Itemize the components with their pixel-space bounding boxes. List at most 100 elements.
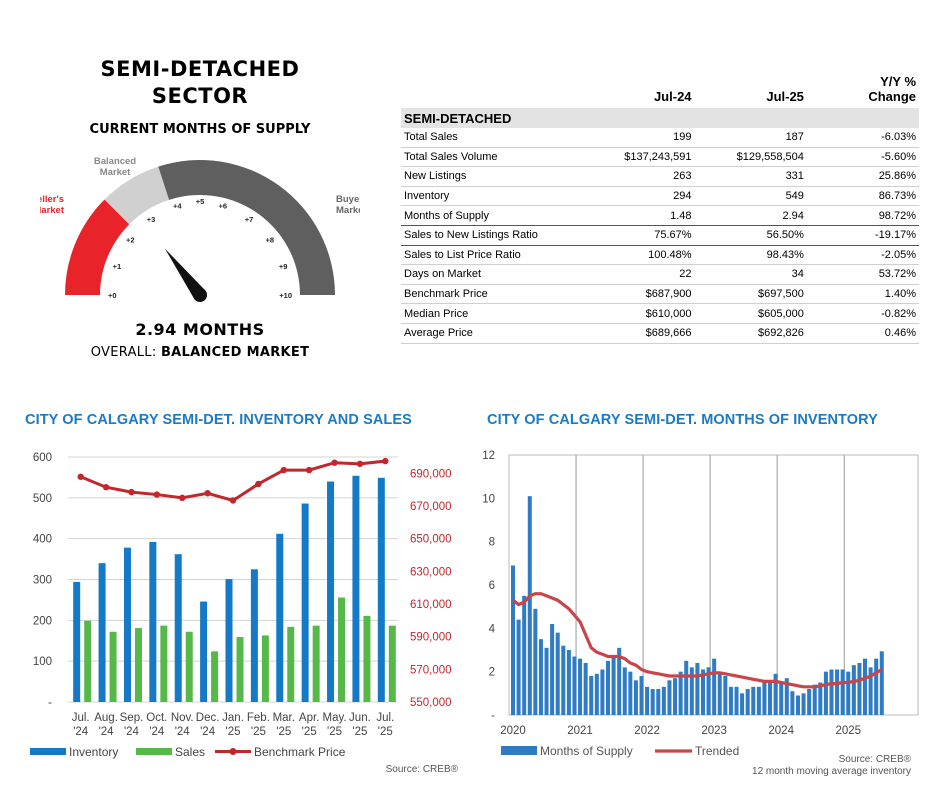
row-value-change: 98.72% [806,205,919,226]
col-header-yoy-line2: Change [868,89,916,104]
table-row: Total Sales 199 187 -6.03% [401,128,919,148]
x-tick-label-year: '25 [226,726,241,738]
x-tick-label-month: May. [322,712,346,724]
row-value-change: -2.05% [806,245,919,266]
months-of-supply-bar [745,689,750,715]
row-value-jul25: 187 [694,128,807,148]
benchmark-price-point [128,488,135,496]
gauge-needle [165,248,206,300]
x-tick-label-year: '25 [378,726,393,738]
months-of-supply-bar [728,686,733,715]
x-tick-label-year: 2025 [835,725,861,737]
inventory-bar [200,601,208,702]
y-tick-label: 12 [482,450,495,462]
x-tick-label-month: Mar. [273,712,295,724]
gauge-needle-hub [193,288,207,302]
y-tick-label: 300 [33,575,52,587]
months-of-supply-bar [572,656,577,715]
inventory-bar [73,581,81,702]
y2-tick-label: 670,000 [410,501,452,513]
legend-label-inventory: Inventory [69,745,118,759]
sales-bar [211,651,219,702]
x-tick-label-month: Sep. [120,712,144,724]
x-tick-label-year: '25 [327,726,342,738]
gauge-zone-label: Market [40,205,65,216]
stats-table: Jul-24 Jul-25 Y/Y % Change SEMI-DETACHED… [401,74,919,344]
months-of-supply-bar [840,669,845,715]
months-of-supply-bar [829,669,834,715]
months-of-supply-bar [706,667,711,715]
x-tick-label-year: '25 [276,726,291,738]
legend-label-benchmark: Benchmark Price [254,745,346,759]
months-of-supply-bar [700,669,705,715]
benchmark-price-point [255,480,262,488]
gauge-overall: OVERALL: BALANCED MARKET [60,345,340,360]
row-label: Median Price [401,303,573,324]
legend-label-sales: Sales [175,745,205,759]
gauge-zone-label: Market [336,205,360,216]
row-label: Total Sales [401,128,573,148]
table-row: New Listings 263 331 25.86% [401,166,919,187]
months-of-supply-bar [527,496,532,715]
months-of-supply-bar [516,619,521,715]
x-tick-label-year: '25 [251,726,266,738]
months-of-supply-bar [874,658,879,715]
gauge-tick-label: +6 [218,202,227,211]
months-of-supply-bar [555,632,560,715]
row-value-jul25: 56.50% [694,225,807,246]
row-label: Total Sales Volume [401,147,573,168]
table-section-label: SEMI-DETACHED [401,108,919,128]
gauge-tick-label: +1 [113,262,122,271]
row-value-jul24: 22 [572,264,695,285]
months-of-supply-bar [695,663,700,715]
benchmark-price-point [305,466,313,474]
benchmark-price-point [153,491,161,498]
x-tick-label-month: Jun. [349,712,371,724]
months-of-supply-bar [684,660,689,715]
months-of-supply-bar [723,676,728,715]
gauge-tick-label: +0 [108,291,117,300]
gauge-tick-label: +5 [196,197,205,206]
months-of-supply-bar [784,678,789,715]
row-value-jul25: 2.94 [694,205,807,226]
x-tick-label-year: 2024 [768,725,794,737]
table-row: Median Price $610,000 $605,000 -0.82% [401,303,919,324]
gauge-tick-label: +8 [265,236,274,245]
row-value-change: 25.86% [806,166,919,187]
gauge-tick-label: +9 [279,262,288,271]
y-tick-label: 400 [33,534,52,546]
row-label: Months of Supply [401,205,573,226]
row-label: Benchmark Price [401,284,573,305]
row-value-jul24: $689,666 [572,323,695,344]
x-tick-label-month: Apr. [299,712,319,724]
y-tick-label: 200 [33,615,52,627]
col-header-jul24: Jul-24 [653,89,692,104]
inventory-bar [352,475,360,702]
row-value-jul25: $605,000 [694,303,807,324]
months-of-supply-bar [823,671,828,715]
x-tick-label-year: '25 [352,726,367,738]
row-value-jul25: $697,500 [694,284,807,305]
months-of-supply-bar [550,624,555,715]
months-of-supply-bar [851,665,856,715]
x-tick-label-year: '25 [302,726,317,738]
row-value-jul24: 75.67% [572,225,695,246]
sales-bar [363,615,371,702]
benchmark-price-point [179,494,186,502]
months-of-supply-bar [511,565,516,715]
x-tick-label-year: '24 [99,726,115,738]
row-value-change: -19.17% [806,225,919,246]
months-of-supply-bar [611,656,616,715]
gauge-zone [104,166,170,225]
months-of-supply-bar [538,639,543,715]
row-label: Sales to List Price Ratio [401,245,573,266]
x-tick-label-year: '24 [200,726,216,738]
y-tick-label: - [491,710,495,722]
row-value-jul24: $137,243,591 [572,147,695,168]
y-tick-label: 10 [482,493,495,505]
inventory-bar [327,481,335,702]
inventory-sales-chart: - 100 200 300 400 500 600 550,000 570,000 590,000… [30,452,459,775]
months-of-supply-bar [628,671,633,715]
months-of-supply-bar [751,686,756,715]
y2-tick-label: 630,000 [410,566,452,578]
